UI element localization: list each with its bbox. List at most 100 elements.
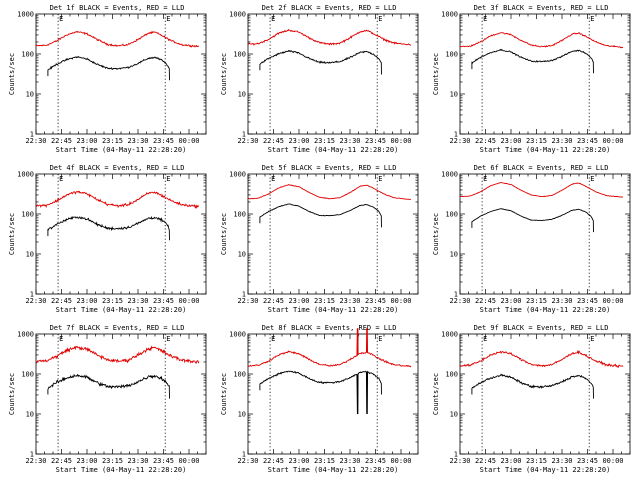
x-tick-label: 22:45 [475,457,496,465]
x-tick-label: 00:00 [178,137,199,145]
y-tick-label: 100 [233,51,246,59]
x-tick-label: 22:30 [237,457,258,465]
y-tick-label: 10 [450,91,458,99]
events-series-line [47,215,170,241]
x-tick-label: 23:45 [153,297,174,305]
y-axis-label: Counts/sec [432,213,440,255]
panel-det-9f: Det 9f BLACK = Events, RED = LLD 1 10 100 10… [432,324,631,474]
events-series-line [47,55,170,81]
x-tick-label: 23:15 [314,457,335,465]
events-series-line [259,370,382,415]
x-tick-label: 23:45 [153,457,174,465]
events-series-line [471,373,594,399]
x-axis-label: Start Time (04-May-11 22:28:20) [268,306,399,314]
panel-det-1f: Det 1f BLACK = Events, RED = LLD 1 10 100 10… [8,4,207,154]
y-tick-label: 100 [233,211,246,219]
x-tick-label: 22:45 [51,297,72,305]
panel-title: Det 3f BLACK = Events, RED = LLD [474,4,609,12]
lld-series-line [247,184,411,200]
lld-series-line [459,182,624,198]
x-tick-label: 23:30 [551,457,572,465]
x-tick-label: 00:00 [602,297,623,305]
x-tick-label: 23:30 [127,457,148,465]
x-tick-label: 00:00 [390,457,411,465]
y-tick-label: 1000 [229,11,246,19]
y-tick-label: 1 [242,451,246,459]
plot-frame [459,333,631,455]
x-tick-label: 00:00 [602,137,623,145]
y-tick-label: 10 [26,251,34,259]
x-axis-label: Start Time (04-May-11 22:28:20) [56,306,187,314]
y-tick-label: 1 [242,131,246,139]
x-tick-label: 22:45 [475,297,496,305]
x-tick-label: 23:00 [500,297,521,305]
y-tick-label: 10 [238,251,246,259]
y-axis-label: Counts/sec [8,373,16,415]
y-tick-label: 10 [450,251,458,259]
eclipse-marker-label: E [483,175,487,183]
y-tick-label: 10 [450,411,458,419]
y-tick-label: 1 [242,291,246,299]
eclipse-marker-label: E [483,335,487,343]
y-axis-label: Counts/sec [432,53,440,95]
panel-title: Det 9f BLACK = Events, RED = LLD [474,324,609,332]
y-tick-label: 1000 [441,11,458,19]
x-tick-label: 22:45 [263,137,284,145]
y-axis-label: Counts/sec [8,53,16,95]
x-axis-label: Start Time (04-May-11 22:28:20) [480,306,611,314]
eclipse-marker-label: E [271,335,275,343]
x-tick-label: 23:30 [551,137,572,145]
panel-det-5f: Det 5f BLACK = Events, RED = LLD 1 10 100 10… [220,164,419,314]
y-tick-label: 1000 [441,171,458,179]
x-tick-label: 23:30 [127,137,148,145]
x-tick-label: 23:45 [577,297,598,305]
x-tick-label: 23:15 [526,457,547,465]
y-tick-label: 100 [21,51,34,59]
x-tick-label: 23:30 [339,137,360,145]
y-tick-label: 100 [445,211,458,219]
eclipse-marker-label: E [59,335,63,343]
y-tick-label: 100 [21,211,34,219]
x-tick-label: 23:15 [102,297,123,305]
panel-det-6f: Det 6f BLACK = Events, RED = LLD 1 10 100 10… [432,164,631,314]
panel-det-4f: Det 4f BLACK = Events, RED = LLD 1 10 100 10… [8,164,207,314]
y-tick-label: 1000 [17,11,34,19]
x-axis-label: Start Time (04-May-11 22:28:20) [480,146,611,154]
x-tick-label: 23:30 [339,457,360,465]
x-tick-label: 00:00 [390,297,411,305]
x-tick-label: 23:45 [153,137,174,145]
panel-det-8f: Det 8f BLACK = Events, RED = LLD 1 10 100 10… [220,324,419,474]
x-tick-label: 22:30 [449,297,470,305]
panel-title: Det 7f BLACK = Events, RED = LLD [50,324,185,332]
plot-frame [247,13,419,135]
y-tick-label: 10 [238,411,246,419]
y-tick-label: 1000 [17,171,34,179]
x-tick-label: 23:15 [102,137,123,145]
y-tick-label: 10 [26,91,34,99]
x-tick-label: 00:00 [602,457,623,465]
lld-series-line [35,30,200,48]
x-tick-label: 22:30 [237,297,258,305]
x-tick-label: 22:45 [51,137,72,145]
lld-series-line [35,190,200,210]
plot-frame [459,13,631,135]
panel-title: Det 5f BLACK = Events, RED = LLD [262,164,397,172]
panel-title: Det 6f BLACK = Events, RED = LLD [474,164,609,172]
x-axis-label: Start Time (04-May-11 22:28:20) [268,146,399,154]
y-tick-label: 10 [26,411,34,419]
x-tick-label: 22:45 [51,457,72,465]
x-tick-label: 23:15 [314,297,335,305]
lld-series-line [247,328,412,368]
y-axis-label: Counts/sec [8,213,16,255]
x-tick-label: 23:45 [577,457,598,465]
y-tick-label: 100 [445,51,458,59]
x-tick-label: 22:30 [449,137,470,145]
panel-title: Det 2f BLACK = Events, RED = LLD [262,4,397,12]
events-series-line [47,373,170,399]
y-axis-label: Counts/sec [220,53,228,95]
panel-title: Det 4f BLACK = Events, RED = LLD [50,164,185,172]
y-tick-label: 1000 [441,331,458,339]
x-tick-label: 22:45 [263,297,284,305]
lld-series-line [459,349,624,369]
